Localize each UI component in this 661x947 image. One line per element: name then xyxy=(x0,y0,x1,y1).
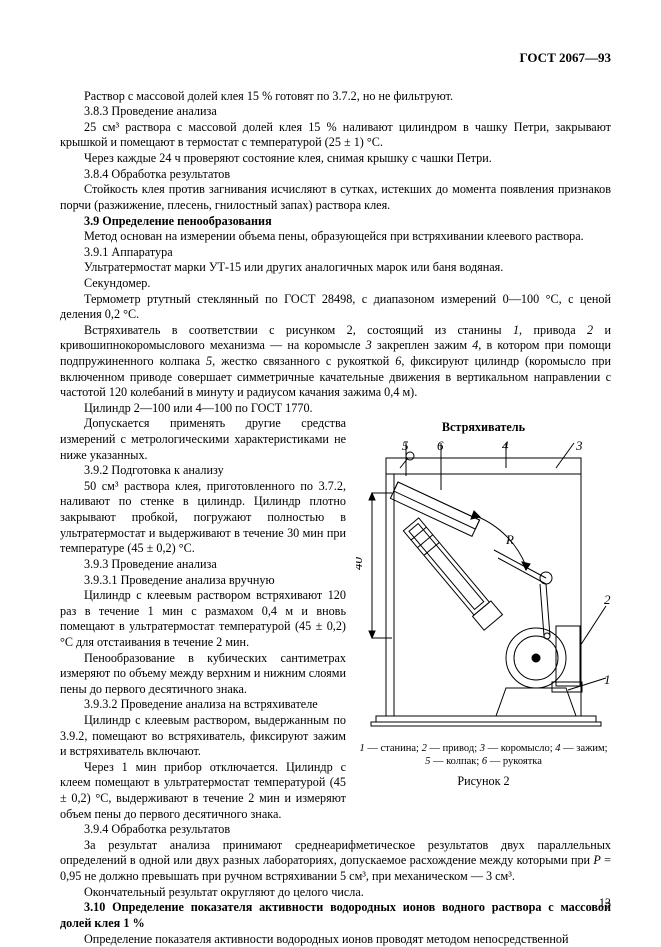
para: Метод основан на измерении объема пены, … xyxy=(60,229,611,245)
para: Ультратермостат марки УТ-15 или других а… xyxy=(60,260,611,276)
text: закреплен зажим xyxy=(372,338,472,352)
para: Цилиндр 2—100 или 4—100 по ГОСТ 1770. xyxy=(60,401,611,417)
float-wrap: Встряхиватель xyxy=(60,416,611,822)
para: 3.8.3 Проведение анализа xyxy=(60,104,611,120)
section-heading: 3.9 Определение пенообразования xyxy=(60,214,611,230)
para: Стойкость клея против загнивания исчисля… xyxy=(60,182,611,213)
para: Определение показателя активности водоро… xyxy=(60,932,611,947)
doc-header: ГОСТ 2067—93 xyxy=(60,50,611,67)
figure-caption: 1 — станина; 2 — привод; 3 — коромысло; … xyxy=(356,742,611,768)
para: Встряхиватель в соответствии с рисунком … xyxy=(60,323,611,401)
para: Термометр ртутный стеклянный по ГОСТ 284… xyxy=(60,292,611,323)
cap-text: — зажим; xyxy=(561,743,608,754)
para: 3.8.4 Обработка результатов xyxy=(60,167,611,183)
callout-6: 6 xyxy=(437,438,444,453)
cap-text: — коромысло; xyxy=(485,743,555,754)
callout-2: 2 xyxy=(604,592,611,607)
figure-label: Рисунок 2 xyxy=(356,774,611,790)
text: , жестко связанного с рукояткой xyxy=(212,354,395,368)
callout-3: 3 xyxy=(575,438,583,453)
cap-text: — рукоятка xyxy=(487,756,542,767)
callout-4: 4 xyxy=(502,438,509,453)
para: Окончательный результат округляют до цел… xyxy=(60,885,611,901)
callout-5: 5 xyxy=(402,438,409,453)
var-p: P xyxy=(593,853,600,867)
para: 25 см³ раствора с массовой долей клея 15… xyxy=(60,120,611,151)
figure-title: Встряхиватель xyxy=(356,420,611,436)
para: 3.9.4 Обработка результатов xyxy=(60,822,611,838)
para: 3.9.1 Аппаратура xyxy=(60,245,611,261)
cap-text: — привод; xyxy=(427,743,480,754)
shaker-diagram: 5 6 4 3 2 1 R 40 xyxy=(356,438,611,738)
para: За результат анализа принимают среднеари… xyxy=(60,838,611,885)
figure-block: Встряхиватель xyxy=(356,420,611,789)
dim-40: 40 xyxy=(356,557,365,571)
para: Раствор с массовой долей клея 15 % готов… xyxy=(60,89,611,105)
text: Встряхиватель в соответствии с рисунком … xyxy=(84,323,513,337)
callout-1: 1 xyxy=(604,672,611,687)
page: ГОСТ 2067—93 Раствор с массовой долей кл… xyxy=(0,0,661,936)
cap-text: — колпак; xyxy=(430,756,482,767)
para: Через каждые 24 ч проверяют состояние кл… xyxy=(60,151,611,167)
radius-label: R xyxy=(505,532,514,547)
cap-text: — станина; xyxy=(365,743,422,754)
text: , привода xyxy=(519,323,587,337)
page-number: 13 xyxy=(599,896,611,912)
section-heading: 3.10 Определение показателя активности в… xyxy=(60,900,611,931)
text: За результат анализа принимают среднеари… xyxy=(60,838,611,868)
para: Секундомер. xyxy=(60,276,611,292)
